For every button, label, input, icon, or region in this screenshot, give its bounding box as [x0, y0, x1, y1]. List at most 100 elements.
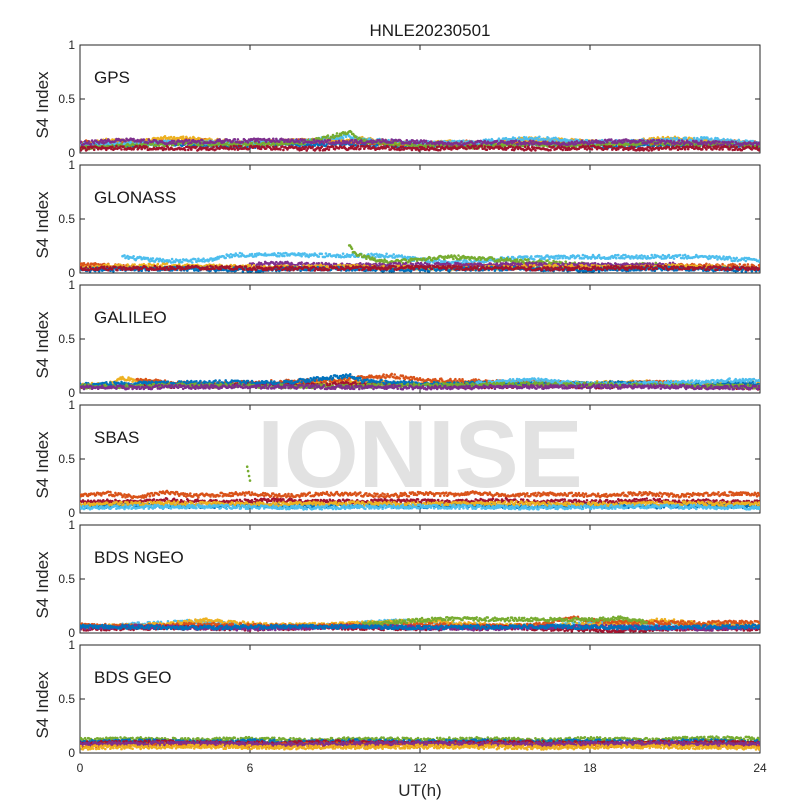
data-point [252, 137, 256, 140]
series-layer [80, 129, 760, 152]
data-point [282, 148, 285, 152]
panel-label: GLONASS [94, 188, 176, 207]
data-point [330, 135, 334, 139]
data-point [590, 139, 594, 142]
data-point [215, 257, 218, 261]
data-point [241, 140, 245, 144]
data-point [197, 143, 200, 147]
y-tick-label: 0 [68, 266, 75, 280]
data-point [195, 145, 198, 149]
data-point [127, 143, 130, 147]
data-point [434, 148, 438, 152]
data-point [120, 142, 123, 146]
data-point [410, 142, 414, 146]
data-point [686, 147, 690, 151]
data-point [583, 147, 587, 150]
data-point [714, 136, 717, 140]
data-point [163, 144, 167, 148]
data-point [92, 142, 96, 145]
data-point [363, 138, 366, 141]
data-point [617, 147, 620, 151]
data-point [202, 257, 205, 261]
data-point [264, 147, 268, 150]
data-point [704, 141, 707, 144]
data-point [645, 148, 648, 151]
data-point [530, 149, 533, 152]
data-point [437, 142, 441, 146]
data-point [250, 252, 254, 256]
data-point [675, 145, 679, 148]
data-point [170, 257, 174, 261]
data-point [324, 252, 328, 255]
data-point [429, 140, 433, 143]
data-point [341, 136, 345, 140]
data-point [505, 142, 509, 146]
data-point [699, 142, 702, 146]
data-point [267, 137, 271, 141]
data-point [393, 148, 397, 151]
data-point [122, 145, 125, 148]
data-point [123, 254, 126, 257]
data-point [728, 148, 731, 151]
data-point [566, 148, 569, 151]
data-point [253, 252, 257, 256]
data-point [690, 142, 694, 146]
data-point [483, 139, 487, 143]
series-6 [80, 144, 760, 152]
data-point [142, 138, 146, 141]
data-point [718, 140, 721, 144]
data-point [325, 147, 329, 150]
data-point [246, 141, 250, 144]
data-point [80, 149, 83, 152]
data-point [278, 140, 281, 143]
data-point [523, 145, 527, 149]
data-point [189, 136, 192, 140]
data-point [713, 147, 716, 150]
data-point [340, 255, 344, 258]
data-point [172, 139, 176, 143]
data-point [149, 257, 153, 261]
data-point [157, 259, 161, 263]
data-point [282, 252, 285, 255]
data-point [387, 145, 390, 149]
data-point [247, 147, 251, 151]
data-point [363, 147, 366, 151]
data-point [713, 142, 716, 145]
data-point [722, 137, 725, 141]
data-point [510, 148, 514, 152]
data-point [256, 137, 260, 141]
data-point [100, 147, 103, 151]
data-point [226, 141, 229, 144]
data-point [536, 136, 539, 140]
data-point [725, 141, 728, 144]
data-point [696, 136, 699, 140]
data-point [608, 142, 612, 145]
data-point [415, 139, 419, 142]
data-point [212, 145, 215, 149]
data-point [714, 145, 717, 148]
data-point [390, 143, 394, 147]
data-point [340, 142, 344, 145]
data-point [573, 140, 577, 144]
data-point [534, 149, 537, 152]
data-point [341, 139, 345, 143]
data-point [298, 141, 301, 144]
data-point [389, 141, 393, 144]
data-point [721, 148, 724, 151]
data-point [201, 139, 204, 142]
y-tick-label: 0.5 [58, 212, 75, 226]
data-point [728, 141, 731, 144]
data-point [300, 148, 303, 152]
data-point [380, 140, 383, 144]
data-point [669, 139, 673, 143]
data-point [169, 142, 173, 145]
data-point [604, 145, 608, 148]
data-point [278, 254, 281, 258]
y-tick-label: 1 [68, 158, 75, 172]
data-point [441, 140, 444, 144]
data-point [281, 145, 284, 148]
data-point [115, 144, 118, 148]
data-point [649, 143, 652, 147]
data-point [111, 145, 114, 149]
